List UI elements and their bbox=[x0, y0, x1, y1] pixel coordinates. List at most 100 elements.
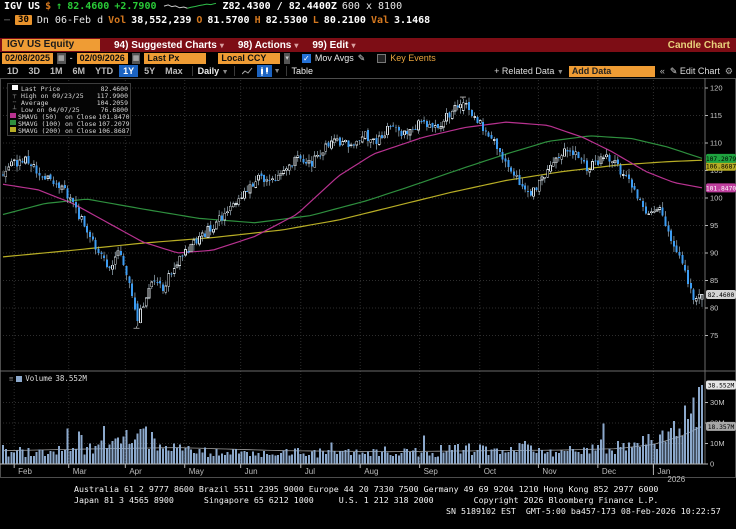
high-value: 82.5300 bbox=[265, 14, 308, 26]
legend-label: SMAVG (200) on Close bbox=[18, 126, 97, 135]
related-data-button[interactable]: + Related Data ▼ bbox=[494, 66, 564, 76]
edit-chart-button[interactable]: ✎ Edit Chart bbox=[670, 66, 720, 77]
chevron-down-icon[interactable]: ▾ bbox=[284, 52, 290, 64]
svg-text:10M: 10M bbox=[710, 439, 725, 448]
title-row: IGV US $ ↑ 82.4600 +2.7900 Z82.4300 / 82… bbox=[0, 0, 736, 13]
price-change: +2.7900 bbox=[114, 1, 157, 12]
svg-text:Mar: Mar bbox=[73, 467, 87, 476]
footer-contacts-2: Japan 81 3 4565 8900 Singapore 65 6212 1… bbox=[74, 495, 659, 505]
edit-chart-label: Edit Chart bbox=[679, 65, 720, 76]
svg-text:75: 75 bbox=[710, 331, 718, 340]
chevron-down-icon: ▾ bbox=[219, 40, 224, 50]
tab-ytd[interactable]: YTD bbox=[95, 66, 114, 76]
divider bbox=[233, 66, 235, 76]
svg-text:Sep: Sep bbox=[424, 467, 439, 476]
svg-text:110: 110 bbox=[710, 139, 722, 148]
chevron-down-icon: ▼ bbox=[221, 69, 229, 76]
mov-avgs-label: Mov Avgs bbox=[314, 53, 354, 63]
security-input[interactable]: IGV US Equity bbox=[2, 39, 100, 51]
chevron-down-icon: ▾ bbox=[351, 40, 356, 50]
date-from-input[interactable]: 02/08/2025 bbox=[2, 52, 54, 64]
low-label: L bbox=[312, 14, 319, 26]
last-price: 82.4600 bbox=[67, 1, 110, 12]
svg-text:82.4600: 82.4600 bbox=[708, 292, 735, 299]
legend-row: SMAVG (100) on Close 107.2079 bbox=[10, 119, 130, 128]
legend-label: High on 09/23/25 bbox=[21, 91, 84, 100]
menu-actions-label: 98) Actions bbox=[237, 39, 292, 51]
legend-label: Last Price bbox=[21, 84, 61, 93]
chart-area[interactable]: 7580859095100105110115120010M20M30MFebMa… bbox=[0, 78, 736, 484]
volume-legend-value: 38.552M bbox=[55, 374, 87, 383]
volume-badge bbox=[706, 380, 736, 390]
svg-text:May: May bbox=[189, 467, 204, 476]
svg-text:95: 95 bbox=[710, 221, 718, 230]
add-data-input[interactable] bbox=[568, 65, 655, 77]
legend-label: SMAVG (50) on Close bbox=[18, 112, 97, 121]
gear-icon[interactable]: ⚙ bbox=[724, 65, 733, 76]
collapse-icon[interactable]: « bbox=[659, 66, 665, 76]
legend-value: 101.8470 bbox=[98, 112, 130, 121]
chart-canvas[interactable]: 7580859095100105110115120010M20M30MFebMa… bbox=[0, 78, 736, 484]
val-value: 3.1468 bbox=[394, 14, 431, 26]
tab-6m[interactable]: 6M bbox=[72, 66, 86, 76]
mov-avgs-checkbox[interactable]: ✓ bbox=[301, 53, 311, 63]
price-axis-labels: 7580859095100105110115120010M20M30M bbox=[705, 84, 725, 469]
chevron-down-icon[interactable]: ▼ bbox=[273, 67, 281, 75]
tab-1y[interactable]: 1Y bbox=[119, 65, 139, 77]
legend-value: 117.9900 bbox=[96, 91, 128, 100]
svg-text:Jun: Jun bbox=[245, 467, 258, 476]
currency-symbol: $ bbox=[45, 1, 52, 12]
vol-value: 38,552,239 bbox=[131, 14, 192, 26]
field-select[interactable]: Last Px bbox=[144, 52, 207, 64]
volume-badge bbox=[706, 421, 736, 431]
legend-marker-icon: ┬ bbox=[12, 92, 17, 99]
svg-text:0: 0 bbox=[710, 460, 714, 469]
svg-text:Jul: Jul bbox=[305, 467, 315, 476]
open-label: O bbox=[196, 14, 203, 26]
tab-1d[interactable]: 1D bbox=[7, 66, 19, 76]
tab-3d[interactable]: 3D bbox=[28, 66, 41, 76]
svg-text:Apr: Apr bbox=[129, 467, 142, 476]
year-label: 2026 bbox=[667, 475, 685, 484]
date-to-input[interactable]: 02/09/2026 bbox=[76, 52, 128, 64]
menu-actions[interactable]: 98) Actions ▾ bbox=[238, 40, 299, 51]
pencil-icon[interactable]: ✎ bbox=[357, 52, 366, 63]
key-events-label: Key Events bbox=[390, 53, 436, 63]
key-events-checkbox[interactable] bbox=[377, 53, 387, 63]
table-button[interactable]: Table bbox=[291, 66, 314, 76]
frequency-label: Daily bbox=[197, 66, 220, 76]
legend-label: Average bbox=[21, 98, 49, 107]
tab-1m[interactable]: 1M bbox=[50, 66, 63, 76]
menu-edit[interactable]: 99) Edit ▾ bbox=[312, 40, 355, 51]
menu-edit-label: 99) Edit bbox=[312, 39, 349, 51]
candle-chart-icon[interactable] bbox=[256, 65, 272, 77]
divider bbox=[285, 66, 287, 76]
session-text: Dn 06-Feb d bbox=[36, 14, 104, 26]
volume-swatch bbox=[16, 375, 23, 382]
frequency-select[interactable]: Daily ▼ bbox=[198, 66, 229, 76]
svg-text:Jan: Jan bbox=[657, 467, 670, 476]
price-legend[interactable]: Last Price 82.4600 ┬ High on 09/23/25 117.99… bbox=[7, 83, 131, 136]
legend-value: 76.6800 bbox=[100, 105, 128, 114]
legend-label: SMAVG (100) on Close bbox=[18, 119, 97, 128]
calendar-icon[interactable]: ▦ bbox=[57, 52, 66, 64]
legend-row: SMAVG (200) on Close 106.8687 bbox=[10, 126, 130, 135]
line-chart-icon[interactable] bbox=[240, 65, 255, 77]
legend-value: 82.4600 bbox=[100, 84, 128, 93]
currency-select[interactable]: Local CCY bbox=[218, 52, 281, 64]
status-row: ⋯ 30 Dn 06-Feb d Vol 38,552,239 O 81.570… bbox=[0, 13, 736, 27]
period-badge[interactable]: 30 bbox=[15, 15, 32, 25]
calendar-icon[interactable]: ▦ bbox=[131, 52, 141, 64]
legend-value: 106.8687 bbox=[98, 126, 130, 135]
related-data-label: + Related Data bbox=[494, 66, 555, 76]
tab-5y[interactable]: 5Y bbox=[144, 66, 156, 76]
menu-suggested-charts[interactable]: 94) Suggested Charts ▾ bbox=[114, 40, 224, 51]
tab-max[interactable]: Max bbox=[165, 66, 183, 76]
smavg50-line bbox=[2, 121, 703, 254]
legend-value: 107.2079 bbox=[98, 119, 130, 128]
grid-layer bbox=[0, 80, 705, 464]
volume-legend[interactable]: ≡ Volume 38.552M bbox=[7, 374, 89, 383]
